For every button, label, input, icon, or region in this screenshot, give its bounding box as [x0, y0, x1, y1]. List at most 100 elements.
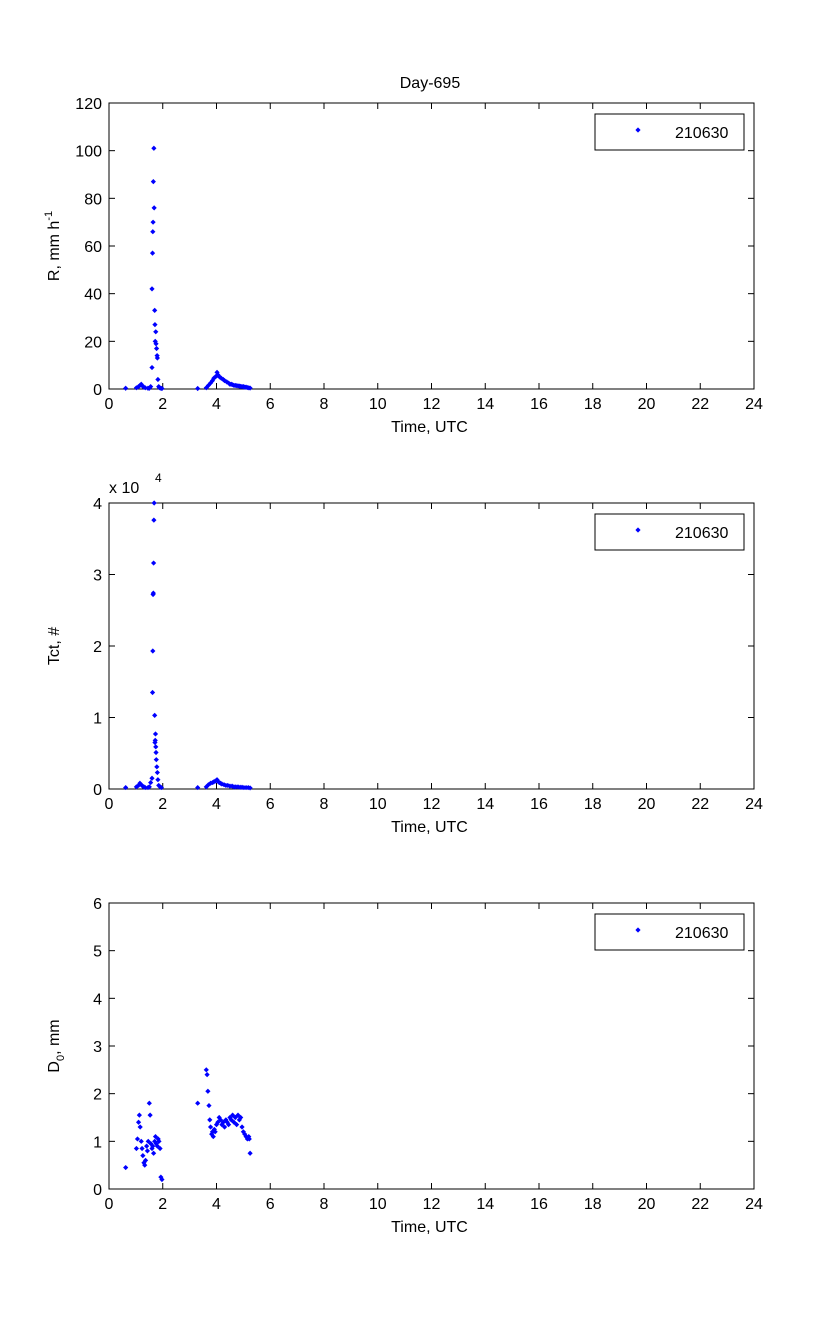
data-point [149, 286, 155, 292]
data-point [150, 590, 156, 596]
y-axis-label-subscript: 0 [55, 1055, 67, 1061]
x-tick-label: 24 [745, 396, 763, 413]
data-point [150, 648, 156, 654]
legend-marker [635, 527, 641, 533]
data-point [142, 385, 148, 391]
data-point [238, 1114, 244, 1121]
y-tick-label: 1 [93, 1134, 102, 1151]
data-point [144, 1148, 151, 1154]
data-point [154, 355, 160, 361]
y-tick-label: 100 [75, 144, 102, 161]
data-point [152, 1133, 159, 1140]
y-tick-label: 6 [93, 896, 102, 913]
x-tick-label: 20 [638, 1196, 656, 1213]
data-point [151, 145, 157, 151]
data-point [152, 737, 158, 743]
data-point [216, 1114, 222, 1121]
legend-label: 210630 [675, 125, 728, 142]
x-tick-label: 10 [369, 1196, 387, 1213]
x-tick-label: 4 [212, 396, 221, 413]
data-point [223, 1117, 229, 1123]
x-tick-label: 10 [369, 396, 387, 413]
panels: 0 2 4 6 8 10 12 14 16 18 20 22 24020406080100120Time… [43, 96, 763, 1236]
data-point [204, 1072, 210, 1078]
x-tick-label: 22 [691, 1196, 709, 1213]
data-point [243, 1133, 249, 1140]
data-point [234, 1122, 240, 1128]
legend-label: 210630 [675, 525, 728, 542]
legend-label: 210630 [675, 925, 728, 942]
legend-marker [635, 127, 641, 133]
x-axis-label: Time, UTC [391, 419, 468, 436]
x-tick-label: 2 [158, 1196, 167, 1213]
y-axis-label: D0, mm [46, 1019, 67, 1072]
x-tick-label: 22 [691, 796, 709, 813]
data-point [148, 779, 154, 786]
data-point [147, 1112, 153, 1118]
x-tick-label: 0 [105, 396, 114, 413]
data-point [209, 1131, 215, 1137]
chart-panel-1: 0 2 4 6 8 10 12 14 16 18 20 22 24020406080100120Time… [43, 96, 763, 436]
data-point [155, 376, 161, 383]
data-point [151, 517, 157, 523]
plot-area [108, 102, 755, 390]
x-tick-label: 0 [105, 796, 114, 813]
data-point [152, 307, 158, 313]
x-tick-label: 10 [369, 796, 387, 813]
x-tick-label: 8 [320, 1196, 329, 1213]
data-point [134, 1136, 141, 1142]
y-tick-label: 2 [93, 1087, 102, 1104]
data-point [156, 782, 162, 789]
y-tick-label: 3 [93, 1039, 102, 1056]
data-point [210, 1133, 216, 1140]
x-tick-label: 20 [638, 796, 656, 813]
data-point [150, 219, 156, 225]
data-point [123, 1164, 129, 1171]
x-tick-label: 12 [423, 796, 441, 813]
data-point [218, 375, 224, 381]
y-tick-label: 2 [93, 639, 102, 656]
data-point [133, 1145, 140, 1152]
x-tick-label: 2 [158, 396, 167, 413]
x-tick-label: 16 [530, 396, 548, 413]
data-point [144, 1143, 150, 1149]
data-point [154, 353, 160, 359]
data-point [157, 1145, 163, 1152]
data-point [225, 782, 231, 789]
data-point [149, 250, 156, 256]
x-tick-label: 18 [584, 1196, 602, 1213]
y-axis-label-superscript: -1 [43, 211, 55, 221]
data-point [224, 379, 230, 385]
data-point [154, 769, 160, 776]
data-point [150, 1143, 156, 1149]
data-point [149, 775, 155, 781]
data-point [158, 784, 165, 791]
data-point [153, 749, 159, 756]
y-axis-label-main: R, mm h [46, 221, 63, 281]
data-point [246, 1136, 252, 1142]
data-point [242, 1131, 248, 1137]
data-point [151, 1150, 157, 1156]
data-point [142, 1162, 148, 1168]
data-point [149, 689, 156, 696]
x-tick-label: 12 [423, 1196, 441, 1213]
y-tick-label: 80 [84, 191, 102, 208]
x-tick-label: 6 [266, 396, 275, 413]
x-tick-label: 0 [105, 1196, 114, 1213]
x-tick-label: 24 [745, 796, 763, 813]
y-exponent-label: x 10 [109, 480, 139, 497]
data-point [153, 341, 159, 347]
data-point [195, 784, 201, 791]
x-tick-label: 18 [584, 396, 602, 413]
data-point [239, 1124, 245, 1130]
data-point [146, 385, 152, 391]
y-tick-label: 60 [84, 239, 102, 256]
data-point [153, 744, 159, 750]
data-point [247, 385, 253, 391]
data-point [138, 1138, 144, 1144]
x-tick-label: 8 [320, 396, 329, 413]
x-tick-label: 8 [320, 796, 329, 813]
